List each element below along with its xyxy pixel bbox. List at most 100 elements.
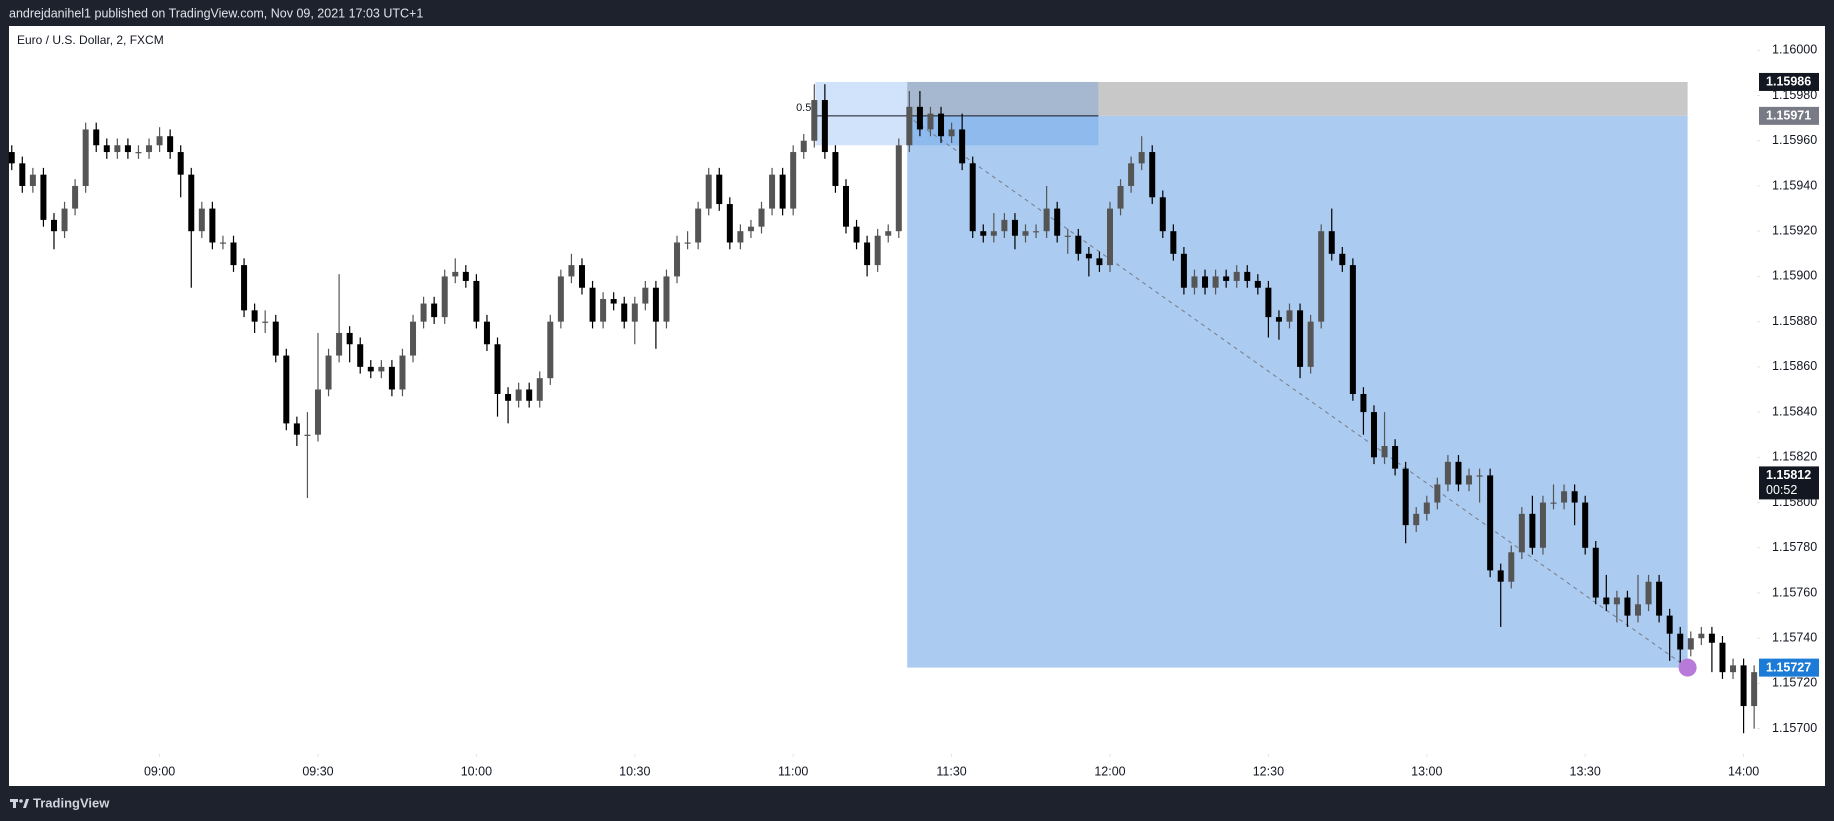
candle-body (842, 185, 849, 227)
candle-body (610, 299, 617, 304)
candle-body (72, 185, 79, 209)
y-tick-label: 1.15880 (1772, 314, 1817, 328)
candle-body (473, 280, 480, 322)
candle-body (1518, 513, 1525, 553)
candle-body (1075, 235, 1082, 254)
candle-body (1096, 258, 1103, 266)
candle-body (1370, 412, 1377, 458)
candle-body (1001, 219, 1008, 232)
candle-body (1634, 604, 1641, 616)
fib-zone (815, 81, 1099, 146)
price-label-box (1759, 72, 1819, 91)
candle-body (1751, 672, 1758, 707)
candle-body (1138, 152, 1145, 164)
candle-body (388, 366, 395, 390)
candle-body (1033, 231, 1040, 233)
candle-body (578, 265, 585, 288)
candle-body (146, 145, 153, 153)
candle-body (1117, 185, 1124, 209)
candle-body (1698, 633, 1705, 639)
candle-body (864, 242, 871, 266)
candle-body (177, 152, 184, 175)
candle-body (906, 106, 913, 146)
y-tick-label: 1.15740 (1772, 631, 1817, 645)
candle-body (325, 355, 332, 390)
candle-body (600, 299, 607, 322)
candle-body (1719, 642, 1726, 673)
candle-body (969, 163, 976, 232)
candle-body (1054, 208, 1061, 236)
x-tick-label: 14:00 (1728, 764, 1759, 778)
candle-body (589, 287, 596, 322)
candle-body (684, 242, 691, 244)
candle-body (114, 145, 121, 153)
price-label: 1.15986 (1766, 75, 1811, 89)
brand-logo (10, 799, 29, 808)
y-tick-label: 1.15960 (1772, 133, 1817, 147)
candle-body (1286, 310, 1293, 322)
candle-body (1444, 461, 1451, 485)
candle-body (304, 434, 311, 436)
candle-body (50, 219, 57, 232)
candle-body (483, 321, 490, 345)
candle-body (1064, 235, 1071, 237)
candle-body (1085, 253, 1092, 259)
candle-body (314, 389, 321, 435)
brand-name[interactable]: TradingView (33, 795, 110, 810)
candle-body (1392, 446, 1399, 469)
x-tick-label: 13:30 (1570, 764, 1601, 778)
candle-body (1497, 570, 1504, 582)
candle-body (293, 423, 300, 435)
candle-body (990, 231, 997, 236)
candle-body (853, 226, 860, 243)
candle-body (1022, 231, 1029, 236)
candle-body (209, 208, 216, 243)
x-tick-label: 11:00 (778, 764, 808, 778)
candle-body (832, 152, 839, 186)
candle-body (378, 366, 385, 372)
candle-body (1666, 615, 1673, 634)
candle-body (779, 174, 786, 209)
candle-body (1381, 446, 1388, 458)
candle-body (1202, 276, 1209, 288)
y-tick-label: 1.15860 (1772, 359, 1817, 373)
candle-body (93, 129, 100, 146)
candle-body (1223, 276, 1230, 281)
x-tick-label: 11:30 (936, 764, 966, 778)
candle-body (1106, 208, 1113, 266)
x-tick-label: 13:00 (1411, 764, 1442, 778)
candle-body (1613, 597, 1620, 605)
candle-body (621, 303, 628, 322)
candle-body (1571, 491, 1578, 503)
price-label: 1.15971 (1766, 109, 1811, 123)
candle-body (262, 321, 269, 323)
candle-body (1212, 276, 1219, 288)
candle-body (642, 287, 649, 304)
candle-body (167, 136, 174, 153)
candle-body (198, 208, 205, 232)
candle-body (1043, 208, 1050, 232)
candle-body (1677, 633, 1684, 650)
candle-body (652, 287, 659, 322)
candle-body (526, 389, 533, 401)
x-tick-label: 10:30 (619, 764, 650, 778)
candle-body (272, 321, 279, 356)
candle-body (790, 152, 797, 209)
candle-body (1339, 253, 1346, 266)
candle-body (1687, 638, 1694, 650)
candle-body (705, 174, 712, 209)
candle-body (515, 389, 522, 401)
candle-body (135, 152, 142, 154)
candle-body (346, 332, 353, 345)
candle-body (821, 100, 828, 153)
candle-body (1254, 280, 1261, 288)
candle-body (103, 145, 110, 153)
candle-body (927, 113, 934, 130)
candle-body (737, 231, 744, 243)
candle-body (441, 276, 448, 318)
x-tick-label: 12:00 (1094, 764, 1125, 778)
candle-body (452, 271, 459, 277)
candle-body (568, 265, 575, 277)
x-tick-label: 09:00 (144, 764, 175, 778)
